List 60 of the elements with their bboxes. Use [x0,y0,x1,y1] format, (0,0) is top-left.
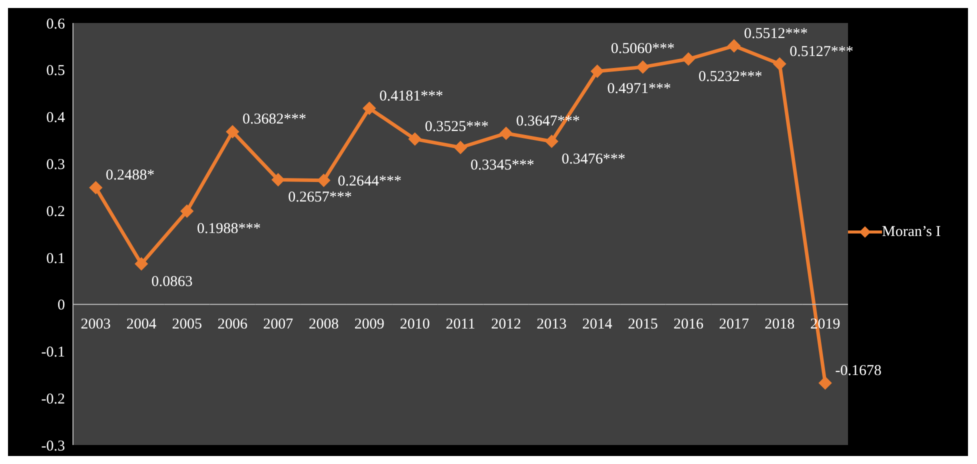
point [728,39,741,52]
data-label: 0.5512*** [744,26,808,42]
point [134,257,148,270]
x-tick-label: 2005 [172,316,202,332]
x-tick-label: 2008 [308,316,339,332]
x-tick-label: 2006 [218,316,248,332]
point [545,134,558,148]
point [89,181,102,194]
y-tick-label: 0.6 [46,16,66,32]
point [773,57,786,70]
x-tick-label: 2015 [628,316,658,332]
data-label: 0.2644*** [338,173,402,190]
point [272,173,285,186]
point [590,64,604,78]
x-tick-label: 2009 [354,316,384,332]
legend-label: Moran’s I [882,224,941,240]
data-label: 0.5060*** [610,41,675,58]
x-tick-label: 2014 [582,316,613,332]
data-label: 0.0863 [151,274,193,290]
y-tick-label: 0.5 [46,63,65,80]
data-label: 0.3682*** [242,112,306,128]
data-label: 0.1988*** [196,221,261,238]
data-label: 0.3345*** [470,157,534,174]
x-tick-label: 2017 [719,316,750,332]
x-tick-label: 2003 [80,316,111,332]
data-label: -0.1678 [835,363,882,380]
y-tick-label: 0.4 [46,110,66,126]
data-label: 0.2488* [106,168,155,184]
point [226,125,240,138]
x-tick-label: 2018 [764,316,795,332]
point [682,52,695,66]
point [408,132,422,146]
x-tick-label: 2016 [673,316,704,332]
y-tick-label: -0.1 [41,344,65,361]
data-label: 0.5127*** [790,44,854,60]
data-label: 0.4971*** [607,81,672,98]
x-tick-label: 2012 [491,316,522,332]
x-tick-label: 2004 [126,316,157,332]
data-label: 0.2657*** [288,190,352,206]
point [818,376,832,390]
x-tick-label: 2010 [400,316,430,332]
y-tick-label: -0.2 [41,391,65,408]
data-label: 0.3525*** [424,119,489,136]
y-tick-label: -0.3 [41,438,65,454]
x-tick-label: 2007 [263,316,294,332]
point [500,126,513,140]
x-tick-label: 2011 [446,316,476,332]
data-label: 0.4181*** [379,88,444,104]
data-label: 0.3476*** [562,151,626,168]
y-tick-label: 0.1 [46,250,65,267]
y-tick-label: 0.3 [46,156,65,173]
x-tick-label: 2013 [536,316,567,332]
y-tick-label: 0.2 [46,204,65,220]
point [454,140,467,154]
point [362,102,376,115]
y-tick-label: 0 [58,298,65,314]
data-label: 0.5232*** [698,69,762,86]
point [317,174,330,187]
point [180,204,194,218]
point [636,60,650,74]
